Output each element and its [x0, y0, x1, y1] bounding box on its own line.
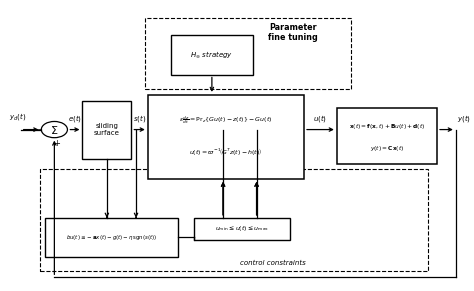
Text: $s(t)$: $s(t)$ [133, 113, 146, 124]
Bar [148, 95, 304, 179]
Bar [40, 169, 428, 272]
Text: $u(t)$: $u(t)$ [313, 113, 328, 124]
Text: $H_{\infty}$ strategy: $H_{\infty}$ strategy [191, 49, 233, 61]
Text: $bu(t)\leq-\mathbf{a}x(t)-g(t)-\eta\,\mathrm{sgn}(s(t))$: $bu(t)\leq-\mathbf{a}x(t)-g(t)-\eta\,\ma… [66, 233, 157, 242]
Text: $u_{\min}\leq u(t)\leq u_{\max}$: $u_{\min}\leq u(t)\leq u_{\max}$ [215, 224, 269, 233]
Text: $u(t)=\varpi^{-1}\!\left(G^{T}z(t)-h(t)\right)$: $u(t)=\varpi^{-1}\!\left(G^{T}z(t)-h(t)\… [189, 146, 263, 157]
Text: Parameter
fine tuning: Parameter fine tuning [268, 23, 318, 42]
Text: $e(t)$: $e(t)$ [68, 113, 82, 124]
Text: $\Sigma$: $\Sigma$ [50, 124, 59, 136]
Bar [82, 101, 131, 159]
Text: $+$: $+$ [53, 138, 61, 148]
Text: control constraints: control constraints [240, 260, 306, 266]
Text: sliding
surface: sliding surface [94, 123, 120, 136]
Bar [337, 108, 437, 164]
Text: $\varepsilon\frac{dz}{dt}=\mathrm{Pr}_{z}\{Gu(t)-z(t)\}-Gu(t)$: $\varepsilon\frac{dz}{dt}=\mathrm{Pr}_{z… [179, 114, 273, 126]
Bar [146, 18, 351, 89]
Text: $y_d(t)$: $y_d(t)$ [9, 111, 27, 122]
Bar [194, 218, 290, 239]
Text: $\mathbf{x}(t)=\mathbf{f}(\mathbf{x},t)+\mathbf{B}u(t)+\mathbf{d}(t)$: $\mathbf{x}(t)=\mathbf{f}(\mathbf{x},t)+… [349, 122, 425, 131]
Bar [45, 218, 178, 257]
Bar [171, 36, 253, 74]
Text: $-$: $-$ [35, 123, 43, 132]
Text: $y(t)=\mathbf{C}\mathbf{x}(t)$: $y(t)=\mathbf{C}\mathbf{x}(t)$ [370, 144, 404, 153]
Text: $y(t)$: $y(t)$ [457, 113, 471, 124]
